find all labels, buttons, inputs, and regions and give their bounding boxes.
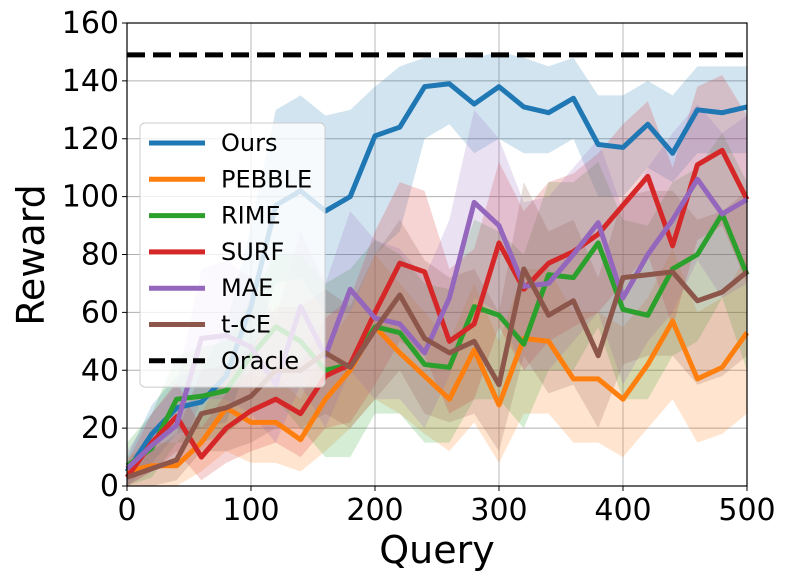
y-tick-label: 0 — [100, 469, 119, 504]
y-tick-label: 140 — [62, 64, 119, 99]
axis-ticks: 0 100 200 300 400 500 0 20 40 60 80 100 120 140 160 — [62, 6, 776, 528]
x-tick-label: 0 — [117, 493, 136, 528]
legend-label-pebble: PEBBLE — [221, 165, 312, 193]
x-tick-label: 200 — [346, 493, 403, 528]
band-mae — [127, 104, 747, 487]
legend-box — [139, 122, 326, 388]
legend-label-t-ce: t-CE — [221, 311, 271, 339]
x-tick-label: 100 — [222, 493, 279, 528]
series-line-t-ce — [126, 266, 749, 480]
legend-label-ours: Ours — [221, 129, 277, 157]
x-tick-label: 300 — [470, 493, 527, 528]
y-tick-label: 60 — [81, 295, 119, 330]
x-axis-label: Query — [379, 528, 494, 572]
legend-label-mae: MAE — [221, 274, 273, 302]
series-line-pebble — [126, 318, 750, 474]
legend-label-oracle: Oracle — [221, 347, 299, 375]
legend-label-surf: SURF — [221, 238, 284, 266]
band-t-ce — [127, 182, 747, 486]
y-axis-label: Reward — [9, 184, 53, 326]
y-tick-label: 120 — [62, 122, 119, 157]
legend: Ours PEBBLE RIME SURF MAE t-CE Oracle — [139, 122, 326, 388]
y-tick-label: 160 — [62, 6, 119, 41]
y-tick-label: 20 — [81, 411, 119, 446]
y-tick-label: 40 — [81, 353, 119, 388]
y-tick-label: 80 — [81, 238, 119, 273]
series-line-surf — [124, 147, 750, 479]
x-tick-label: 500 — [718, 493, 775, 528]
y-tick-label: 100 — [62, 180, 119, 215]
x-tick-label: 400 — [594, 493, 651, 528]
legend-label-rime: RIME — [221, 202, 281, 230]
